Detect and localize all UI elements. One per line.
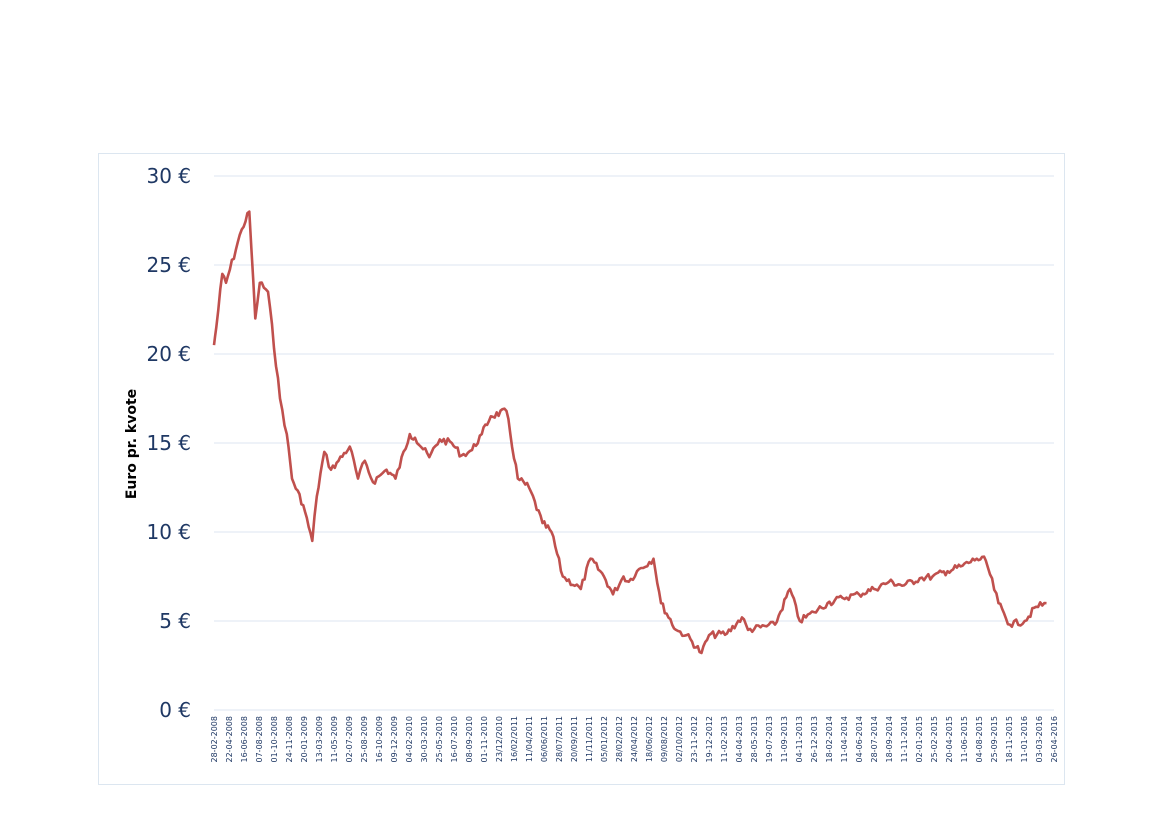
x-tick-label: 05/01/2012 bbox=[600, 716, 609, 762]
x-tick-label: 11-06-2015 bbox=[960, 716, 969, 763]
y-tick-label: 5 € bbox=[159, 609, 191, 633]
x-tick-label: 28-07-2014 bbox=[870, 716, 879, 763]
x-tick-label: 11-01-2016 bbox=[1020, 716, 1029, 763]
x-tick-label: 18-09-2014 bbox=[885, 716, 894, 763]
x-tick-label: 08-09-2010 bbox=[465, 716, 474, 763]
x-tick-label: 11-09-2013 bbox=[780, 716, 789, 763]
x-tick-label: 19-07-2013 bbox=[765, 716, 774, 763]
x-tick-label: 26-12-2013 bbox=[810, 716, 819, 763]
x-tick-label: 02/10/2012 bbox=[675, 716, 684, 762]
x-tick-label: 16-06-2008 bbox=[240, 716, 249, 763]
x-tick-label: 11-02-2013 bbox=[720, 716, 729, 763]
x-tick-label: 25-05-2010 bbox=[435, 716, 444, 763]
x-tick-label: 01-10-2008 bbox=[270, 716, 279, 763]
x-tick-label: 11-11-2014 bbox=[900, 716, 909, 763]
x-tick-label: 16-10-2009 bbox=[375, 716, 384, 763]
x-tick-label: 04-04-2013 bbox=[735, 716, 744, 763]
x-tick-label: 28-02-2008 bbox=[210, 716, 219, 763]
x-tick-label: 04-11-2013 bbox=[795, 716, 804, 763]
x-tick-label: 26-04-2016 bbox=[1050, 716, 1059, 763]
x-tick-label: 06/06/2011 bbox=[540, 716, 549, 762]
series-layer bbox=[212, 210, 1047, 655]
y-tick-label: 25 € bbox=[146, 253, 191, 277]
x-tick-label: 18-02-2014 bbox=[825, 716, 834, 763]
x-tick-label: 13-03-2009 bbox=[315, 716, 324, 763]
chart-area: 0 € 5 € 10 € 15 € 20 € 25 € 30 € 28-02-2008 22-… bbox=[98, 153, 1065, 785]
x-tick-label: 04-08-2015 bbox=[975, 716, 984, 763]
y-axis-ticks: 0 € 5 € 10 € 15 € 20 € 25 € 30 € bbox=[146, 164, 191, 722]
y-axis-label: Euro pr. kvote bbox=[124, 389, 140, 499]
x-tick-label: 20-04-2015 bbox=[945, 716, 954, 763]
x-tick-label: 19-12-2012 bbox=[705, 716, 714, 763]
x-tick-label: 24-11-2008 bbox=[285, 716, 294, 763]
x-tick-label: 18-11-2015 bbox=[1005, 716, 1014, 763]
x-tick-label: 09/08/2012 bbox=[660, 716, 669, 762]
x-tick-label: 07-08-2008 bbox=[255, 716, 264, 763]
x-tick-label: 04-02-2010 bbox=[405, 716, 414, 763]
x-axis-ticks: 28-02-2008 22-04-2008 16-06-2008 07-08-2008… bbox=[210, 716, 1059, 763]
x-tick-label: 09-12-2009 bbox=[390, 716, 399, 763]
x-tick-label: 22-04-2008 bbox=[225, 716, 234, 763]
price-series-line bbox=[212, 210, 1047, 655]
line-chart: 0 € 5 € 10 € 15 € 20 € 25 € 30 € 28-02-2008 22-… bbox=[124, 164, 1059, 763]
x-tick-label: 18/06/2012 bbox=[645, 716, 654, 762]
x-tick-label: 16/02/2011 bbox=[510, 716, 519, 762]
x-tick-label: 03-03-2016 bbox=[1035, 716, 1044, 763]
x-tick-label: 23-11-2012 bbox=[690, 716, 699, 763]
x-tick-label: 30-03-2010 bbox=[420, 716, 429, 763]
x-tick-label: 16-07-2010 bbox=[450, 716, 459, 763]
x-tick-label: 11/11/2011 bbox=[585, 716, 594, 762]
x-tick-label: 25-08-2009 bbox=[360, 716, 369, 763]
x-tick-label: 23/12/2010 bbox=[495, 716, 504, 762]
x-tick-label: 25-02-2015 bbox=[930, 716, 939, 763]
x-tick-label: 20-01-2009 bbox=[300, 716, 309, 763]
x-tick-label: 01-11-2010 bbox=[480, 716, 489, 763]
x-tick-label: 04-06-2014 bbox=[855, 716, 864, 763]
x-tick-label: 28/07/2011 bbox=[555, 716, 564, 762]
x-tick-label: 28/02/2012 bbox=[615, 716, 624, 762]
y-tick-label: 20 € bbox=[146, 342, 191, 366]
x-tick-label: 11-04-2014 bbox=[840, 716, 849, 763]
x-tick-label: 28-05-2013 bbox=[750, 716, 759, 763]
y-tick-label: 10 € bbox=[146, 520, 191, 544]
y-tick-label: 0 € bbox=[159, 698, 191, 722]
x-tick-label: 20/09/2011 bbox=[570, 716, 579, 762]
x-tick-label: 25-09-2015 bbox=[990, 716, 999, 763]
gridlines bbox=[214, 175, 1054, 711]
x-tick-label: 02-01-2015 bbox=[915, 716, 924, 763]
y-tick-label: 15 € bbox=[146, 431, 191, 455]
x-tick-label: 02-07-2009 bbox=[345, 716, 354, 763]
x-tick-label: 24/04/2012 bbox=[630, 716, 639, 762]
x-tick-label: 11/04/2011 bbox=[525, 716, 534, 762]
y-tick-label: 30 € bbox=[146, 164, 191, 188]
x-tick-label: 11-05-2009 bbox=[330, 716, 339, 763]
